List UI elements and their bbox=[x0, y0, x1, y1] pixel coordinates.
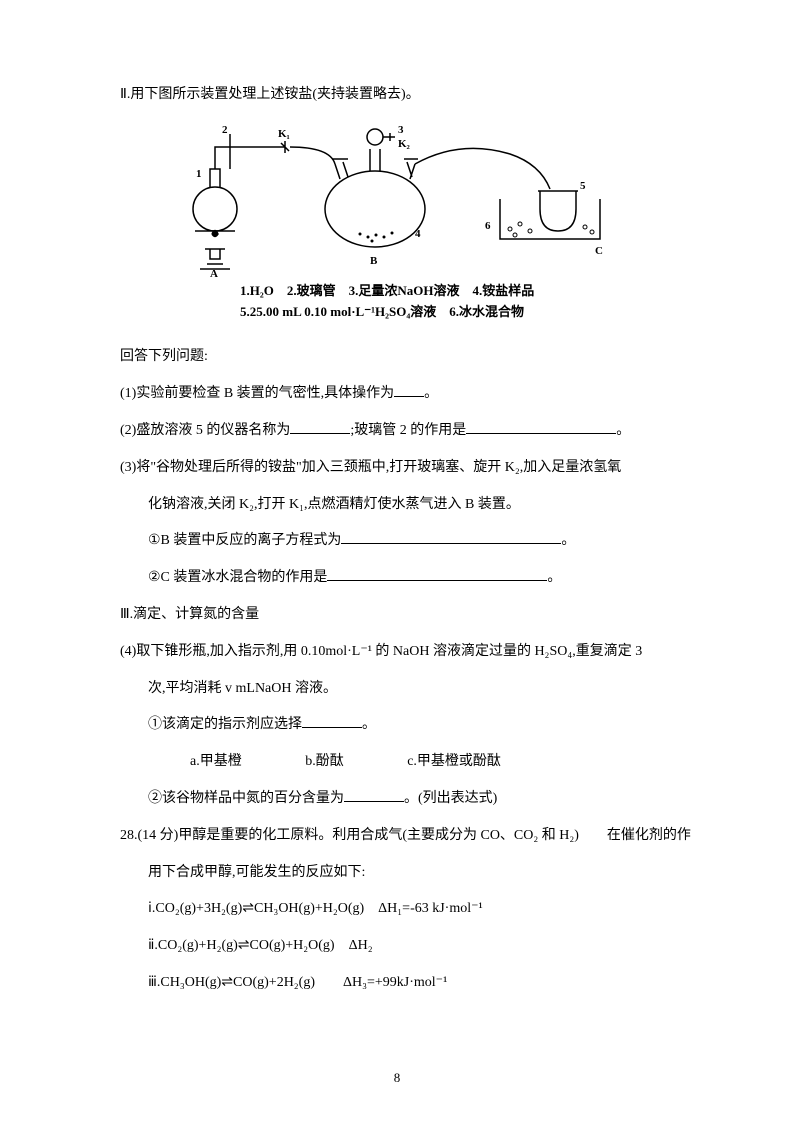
q4-sub2-blank bbox=[344, 788, 404, 802]
opt-a: a.甲基橙 bbox=[190, 747, 242, 778]
q4-sub1-blank bbox=[302, 714, 362, 728]
q4-sub2-text: ②该谷物样品中氮的百分含量为 bbox=[148, 791, 344, 806]
section3-heading: Ⅲ.滴定、计算氮的含量 bbox=[120, 600, 694, 631]
q4-line1: (4)取下锥形瓶,加入指示剂,用 0.10mol·L⁻¹ 的 NaOH 溶液滴定… bbox=[120, 637, 694, 668]
figure-caption: 1.H₂O 2.玻璃管 3.足量浓NaOH溶液 4.铵盐样品 5.25.00 m… bbox=[240, 281, 694, 323]
fig-label-b: B bbox=[370, 255, 378, 267]
q4-sub2-end: 。(列出表达式) bbox=[404, 791, 497, 806]
q28-line2: 用下合成甲醇,可能发生的反应如下: bbox=[120, 858, 694, 889]
caption-line2: 5.25.00 mL 0.10 mol·L⁻¹H₂SO₄溶液 6.冰水混合物 bbox=[240, 302, 694, 323]
fig-label-k1: K₁ bbox=[278, 128, 290, 140]
fig-label-k2: K₂ bbox=[398, 138, 411, 150]
q3-line1: (3)将"谷物处理后所得的铵盐"加入三颈瓶中,打开玻璃塞、旋开 K₂,加入足量浓… bbox=[120, 453, 694, 484]
q4-sub1-end: 。 bbox=[362, 717, 376, 732]
apparatus-figure: 1 2 3 4 5 6 K₁ K₂ A B C bbox=[160, 119, 620, 279]
q28-eq2: ⅱ.CO₂(g)+H₂(g)⇌CO(g)+H₂O(g) ΔH₂ bbox=[120, 931, 694, 962]
q3-sub1-text: ①B 装置中反应的离子方程式为 bbox=[148, 533, 341, 548]
q4-sub1-text: ①该滴定的指示剂应选择 bbox=[148, 717, 302, 732]
q3-sub1-blank bbox=[341, 530, 561, 544]
q2-blank2 bbox=[466, 420, 616, 434]
q2-end: 。 bbox=[616, 423, 630, 438]
q3-sub2-text: ②C 装置冰水混合物的作用是 bbox=[148, 570, 327, 585]
q4-line2: 次,平均消耗 v mLNaOH 溶液。 bbox=[120, 674, 694, 705]
q3-line2: 化钠溶液,关闭 K₂,打开 K₁,点燃酒精灯使水蒸气进入 B 装置。 bbox=[120, 490, 694, 521]
q1-end: 。 bbox=[424, 386, 438, 401]
q3-sub1: ①B 装置中反应的离子方程式为 。 bbox=[120, 526, 694, 557]
section2-heading: Ⅱ.用下图所示装置处理上述铵盐(夹持装置略去)。 bbox=[120, 80, 694, 111]
page-number: 8 bbox=[0, 1064, 794, 1093]
q3-sub1-end: 。 bbox=[561, 533, 575, 548]
opt-b: b.酚酞 bbox=[305, 747, 344, 778]
fig-label-4: 4 bbox=[415, 228, 421, 240]
q2a-text: (2)盛放溶液 5 的仪器名称为 bbox=[120, 423, 290, 438]
q28-line1: 28.(14 分)甲醇是重要的化工原料。利用合成气(主要成分为 CO、CO₂ 和… bbox=[120, 821, 694, 852]
answer-heading: 回答下列问题: bbox=[120, 342, 694, 373]
q2-blank1 bbox=[290, 420, 350, 434]
q3-sub2-end: 。 bbox=[547, 570, 561, 585]
fig-label-2: 2 bbox=[222, 124, 228, 136]
q1-blank bbox=[394, 383, 424, 397]
fig-label-a: A bbox=[210, 268, 218, 279]
fig-label-3: 3 bbox=[398, 124, 404, 136]
fig-label-c: C bbox=[595, 245, 603, 257]
fig-label-1: 1 bbox=[196, 168, 202, 180]
q2: (2)盛放溶液 5 的仪器名称为 ;玻璃管 2 的作用是 。 bbox=[120, 416, 694, 447]
fig-label-5: 5 bbox=[580, 180, 586, 192]
caption-line1: 1.H₂O 2.玻璃管 3.足量浓NaOH溶液 4.铵盐样品 bbox=[240, 281, 694, 302]
q1: (1)实验前要检查 B 装置的气密性,具体操作为 。 bbox=[120, 379, 694, 410]
q3-sub2: ②C 装置冰水混合物的作用是 。 bbox=[120, 563, 694, 594]
q28-eq1: ⅰ.CO₂(g)+3H₂(g)⇌CH₃OH(g)+H₂O(g) ΔH₁=-63 … bbox=[120, 894, 694, 925]
q4-sub2: ②该谷物样品中氮的百分含量为 。(列出表达式) bbox=[120, 784, 694, 815]
q2b-text: ;玻璃管 2 的作用是 bbox=[350, 423, 466, 438]
q3-sub2-blank bbox=[327, 567, 547, 581]
opt-c: c.甲基橙或酚酞 bbox=[407, 747, 501, 778]
fig-label-6: 6 bbox=[485, 220, 491, 232]
q1-text: (1)实验前要检查 B 装置的气密性,具体操作为 bbox=[120, 386, 394, 401]
q4-options: a.甲基橙 b.酚酞 c.甲基橙或酚酞 bbox=[120, 747, 694, 778]
q4-sub1: ①该滴定的指示剂应选择 。 bbox=[120, 710, 694, 741]
q28-eq3: ⅲ.CH₃OH(g)⇌CO(g)+2H₂(g) ΔH₃=+99kJ·mol⁻¹ bbox=[120, 968, 694, 999]
